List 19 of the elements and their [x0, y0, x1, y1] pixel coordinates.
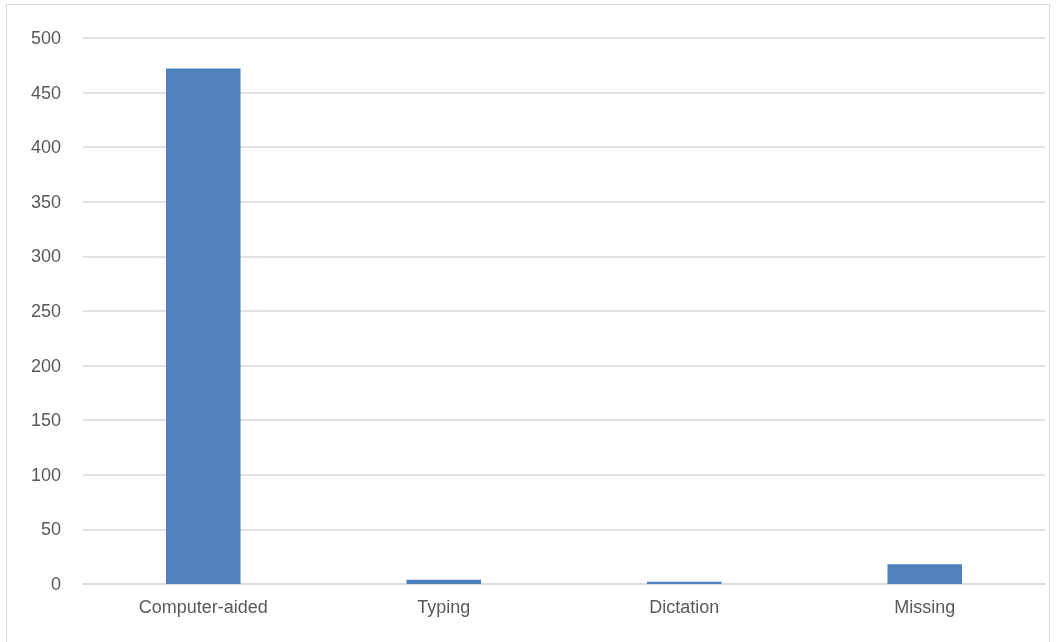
x-tick-label: Dictation [649, 597, 720, 617]
y-tick-label: 150 [30, 410, 61, 431]
y-tick-label: 500 [30, 28, 61, 48]
y-tick-label: 300 [30, 246, 61, 267]
y-tick-label: 200 [30, 355, 61, 376]
bar [406, 579, 482, 584]
bar [887, 564, 963, 584]
x-tick-label: Computer-aided [138, 597, 268, 617]
y-tick-label: 0 [50, 574, 61, 594]
y-tick-label: 50 [40, 519, 61, 540]
y-tick-label: 450 [30, 82, 61, 103]
x-tick-label: Missing [894, 597, 956, 617]
x-tick-label: Typing [417, 597, 471, 617]
y-tick-label: 100 [30, 464, 61, 485]
bar [646, 581, 722, 584]
bar [165, 68, 241, 584]
y-tick-label: 250 [30, 301, 61, 321]
y-tick-label: 400 [30, 137, 61, 158]
y-tick-label: 350 [30, 191, 61, 212]
